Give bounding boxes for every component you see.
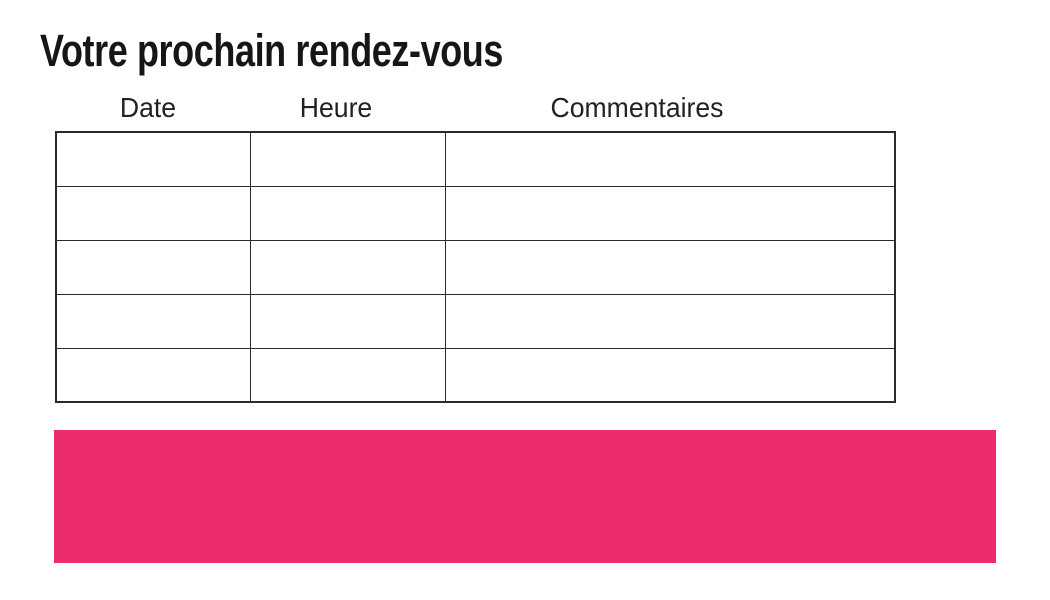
table-cell: [249, 347, 446, 403]
table-row: [55, 185, 896, 241]
table-cell: [55, 239, 251, 295]
table-cell: [249, 239, 446, 295]
table-cell: [444, 293, 896, 349]
page-title: Votre prochain rendez-vous: [40, 25, 504, 76]
column-header-commentaires: Commentaires: [550, 92, 724, 123]
table-row: [55, 239, 896, 295]
appointments-table-body: [55, 131, 896, 403]
table-cell: [444, 239, 896, 295]
table-cell: [444, 185, 896, 241]
table-cell: [55, 347, 251, 403]
table-cell: [55, 131, 251, 187]
table-cell: [249, 185, 446, 241]
table-cell: [55, 185, 251, 241]
column-header-date: Date: [119, 92, 177, 123]
table-cell: [249, 293, 446, 349]
table-row: [55, 293, 896, 349]
column-header-heure: Heure: [299, 92, 373, 123]
table-cell: [444, 347, 896, 403]
table-row: [55, 347, 896, 403]
table-cell: [55, 293, 251, 349]
table-row: [55, 131, 896, 187]
appointments-table: [55, 131, 896, 403]
table-cell: [249, 131, 446, 187]
table-cell: [444, 131, 896, 187]
highlight-banner: [54, 430, 996, 563]
